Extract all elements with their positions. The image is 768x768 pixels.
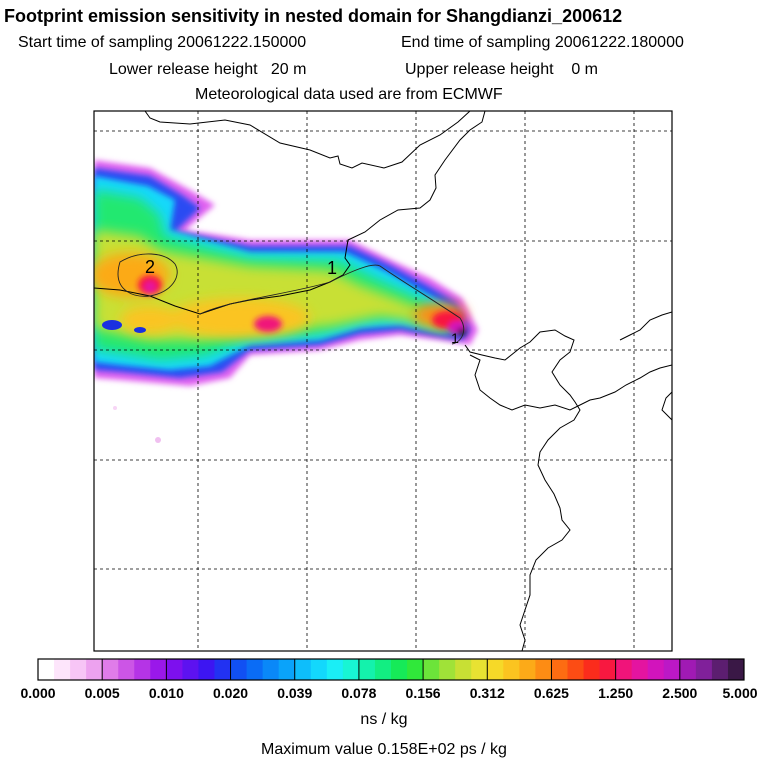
colorbar-swatch [535,659,552,680]
colorbar-tick-label: 0.078 [341,685,377,701]
faint-dot [113,406,117,410]
colorbar-swatch [358,659,376,680]
colorbar-swatch [679,659,697,680]
graticule [94,111,672,651]
colorbar-swatch [583,659,601,680]
colorbar-swatch [647,659,665,680]
colorbar-swatch [615,659,633,680]
colorbar-tick-label: 0.000 [20,685,56,701]
colorbar-swatch [230,659,248,680]
colorbar-swatch [118,659,135,680]
colorbar-swatch [134,659,151,680]
colorbar-tick-label: 1.250 [598,685,634,701]
colorbar-swatch [599,659,617,680]
colorbar-swatch [423,659,440,680]
colorbar-swatch [310,659,328,680]
colorbar-swatch [551,659,568,680]
colorbar [37,658,745,681]
colorbar-tick-label: 0.312 [469,685,505,701]
colorbar-swatch [663,659,681,680]
colorbar-tick-label: 0.625 [533,685,569,701]
colorbar-tick-label: 0.020 [213,685,249,701]
start-time-label: Start time of sampling 20061222.150000 [18,34,307,51]
colorbar-swatch [455,659,472,680]
maximum-value-label: Maximum value 0.158E+02 ps / kg [261,741,507,758]
colorbar-swatch [38,659,55,680]
contour-label: 2 [145,257,155,277]
colorbar-swatch [695,659,713,680]
colorbar-tick-label: 0.156 [405,685,441,701]
colorbar-swatch [102,659,119,680]
colorbar-swatch [262,659,280,680]
colorbar-swatch [471,659,488,680]
colorbar-units: ns / kg [360,711,408,728]
colorbar-swatch [166,659,183,680]
colorbar-tick-label: 5.000 [722,685,758,701]
sensitivity-field [94,111,672,651]
end-time-label: End time of sampling 20061222.180000 [401,34,684,51]
colorbar-tick-label: 2.500 [662,685,698,701]
contour-lines [117,253,465,345]
colorbar-swatch [278,659,296,680]
faint-dot [155,437,161,443]
colorbar-swatch [567,659,585,680]
map-frame [93,110,673,652]
colorbar-frame [37,658,745,681]
colorbar-swatch [246,659,264,680]
colorbar-swatch [374,659,392,680]
colorbar-swatch [70,659,87,680]
colorbar-swatch [294,659,312,680]
colorbar-swatch [503,659,520,680]
figure-title: Footprint emission sensitivity in nested… [4,6,623,26]
blue-speck [102,320,122,330]
colorbar-swatch [631,659,649,680]
colorbar-swatch [711,659,729,680]
colorbar-swatch [727,659,745,680]
colorbar-swatch [342,659,360,680]
colorbar-swatch [407,659,424,680]
colorbar-swatch [391,659,408,680]
met-data-label: Meteorological data used are from ECMWF [195,86,503,103]
colorbar-swatch [86,659,103,680]
colorbar-tick-label: 0.039 [277,685,313,701]
colorbar-swatch [519,659,536,680]
colorbar-tick-label: 0.010 [148,685,184,701]
lower-height-label: Lower release height 20 m [109,61,307,78]
colorbar-swatch [439,659,456,680]
colorbar-swatch [182,659,199,680]
contour-label: 1 [451,330,459,346]
upper-height-label: Upper release height 0 m [405,61,598,78]
blue-speck [134,327,146,333]
colorbar-swatch [326,659,344,680]
colorbar-swatch [198,659,215,680]
colorbar-swatch [214,659,232,680]
contour-label: 1 [327,258,337,278]
colorbar-swatch [54,659,71,680]
colorbar-swatch [150,659,167,680]
colorbar-tick-label: 0.005 [84,685,120,701]
colorbar-swatch [487,659,504,680]
